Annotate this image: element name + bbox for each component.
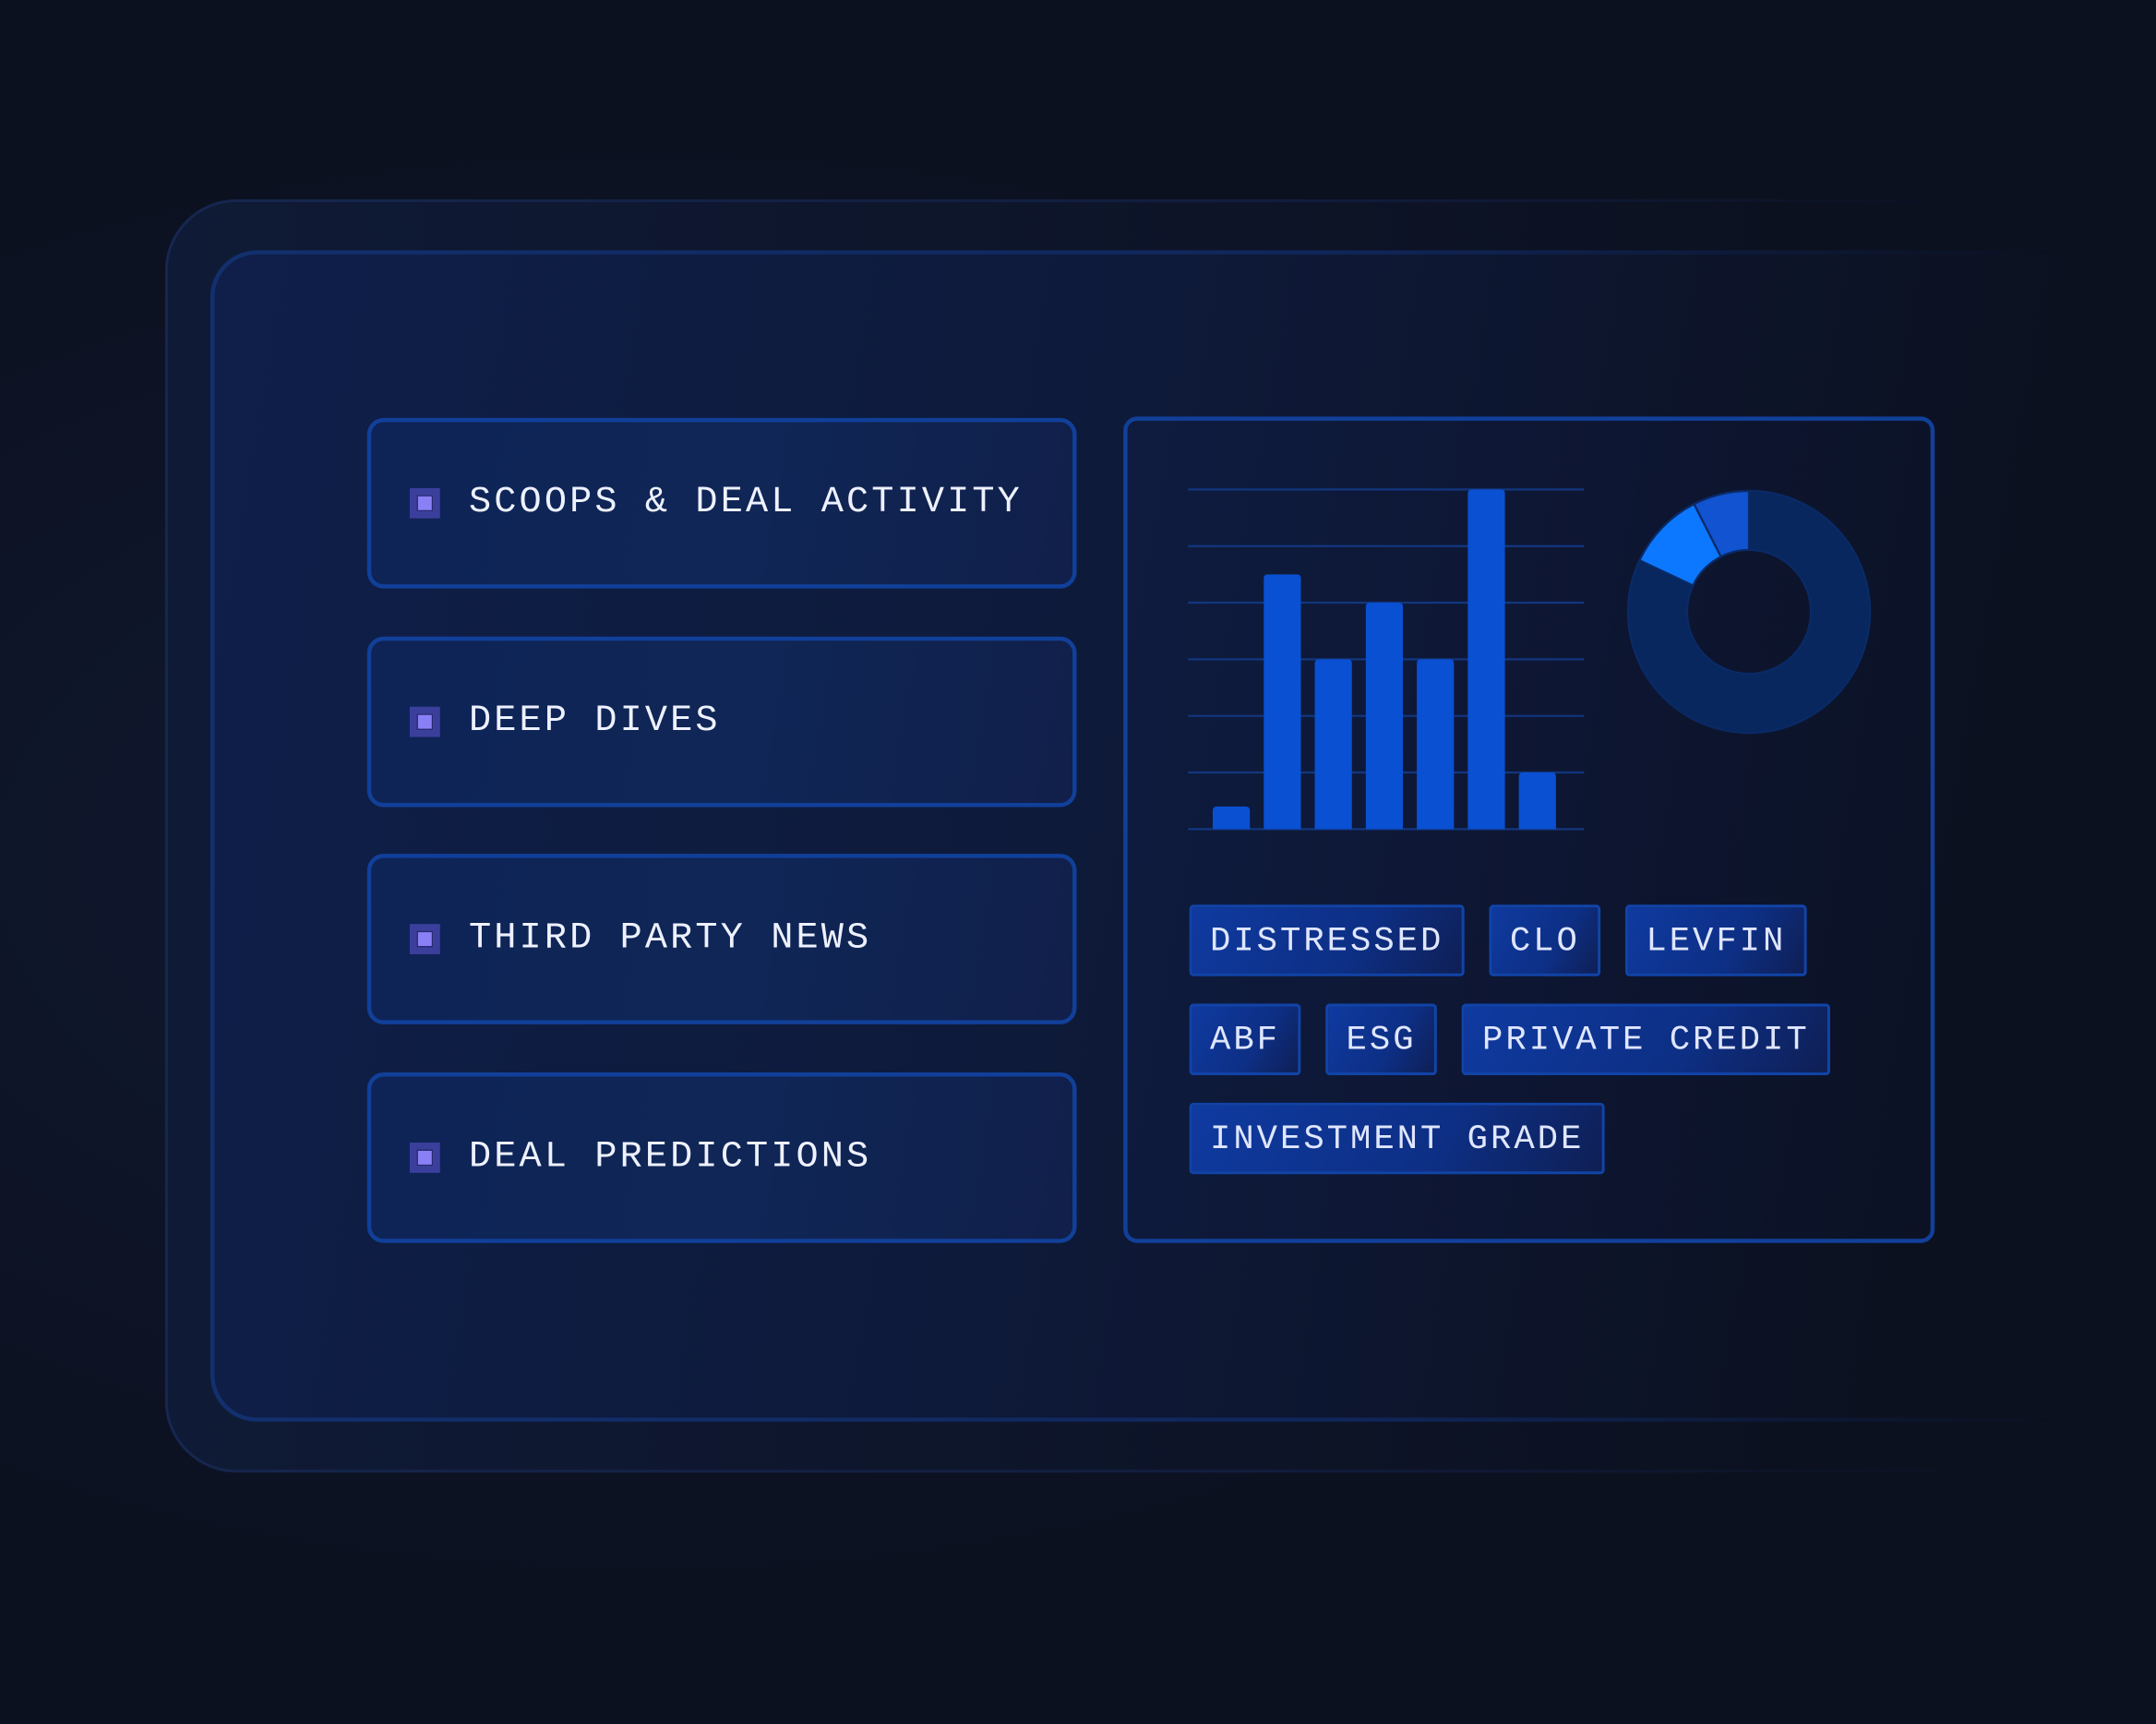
tag-levfin[interactable]: LEVFIN	[1625, 904, 1807, 976]
tag-private-credit[interactable]: PRIVATE CREDIT	[1461, 1003, 1831, 1076]
tag-row: INVESTMENT GRADE	[1189, 1102, 1605, 1175]
tag-label: PRIVATE CREDIT	[1482, 1019, 1810, 1060]
tag-esg[interactable]: ESG	[1325, 1003, 1437, 1076]
bar	[1264, 574, 1301, 830]
category-card-third-party-news[interactable]: THIRD PARTY NEWS	[366, 854, 1077, 1024]
donut-slice	[1626, 489, 1872, 735]
tag-label: DISTRESSED	[1210, 920, 1444, 961]
tag-row: DISTRESSED CLO LEVFIN	[1189, 904, 1807, 976]
card-label: DEEP DIVES	[469, 700, 721, 743]
tag-clo[interactable]: CLO	[1489, 904, 1601, 976]
tag-row: ABF ESG PRIVATE CREDIT	[1189, 1003, 1831, 1076]
bar	[1314, 659, 1352, 830]
tag-label: INVESTMENT GRADE	[1210, 1118, 1585, 1159]
bar	[1518, 772, 1556, 830]
square-bullet-icon	[409, 487, 440, 519]
tag-label: LEVFIN	[1646, 920, 1787, 961]
square-bullet-icon	[409, 924, 440, 954]
tag-distressed[interactable]: DISTRESSED	[1189, 904, 1465, 976]
card-label: THIRD PARTY NEWS	[469, 918, 872, 960]
card-label: SCOOPS & DEAL ACTIVITY	[469, 482, 1023, 524]
bar	[1467, 489, 1505, 830]
donut-slice	[1693, 489, 1751, 558]
charts	[1188, 488, 1872, 831]
card-label: DEAL PREDICTIONS	[469, 1137, 872, 1179]
category-card-deep-dives[interactable]: DEEP DIVES	[366, 636, 1077, 808]
tag-abf[interactable]: ABF	[1189, 1003, 1301, 1076]
bar	[1417, 659, 1455, 830]
bar	[1365, 603, 1404, 830]
tag-label: CLO	[1509, 920, 1580, 961]
square-bullet-icon	[409, 706, 440, 737]
category-card-scoops[interactable]: SCOOPS & DEAL ACTIVITY	[366, 417, 1077, 589]
tag-investment-grade[interactable]: INVESTMENT GRADE	[1189, 1102, 1605, 1175]
tag-label: ESG	[1346, 1019, 1417, 1060]
tag-label: ABF	[1210, 1019, 1281, 1060]
square-bullet-icon	[409, 1143, 440, 1173]
bar	[1213, 806, 1251, 830]
category-card-deal-predictions[interactable]: DEAL PREDICTIONS	[366, 1072, 1077, 1243]
